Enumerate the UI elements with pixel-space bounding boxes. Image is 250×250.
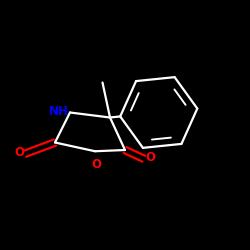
- Text: O: O: [14, 146, 24, 159]
- Text: O: O: [91, 158, 101, 172]
- Text: NH: NH: [49, 105, 69, 118]
- Text: O: O: [146, 151, 156, 164]
